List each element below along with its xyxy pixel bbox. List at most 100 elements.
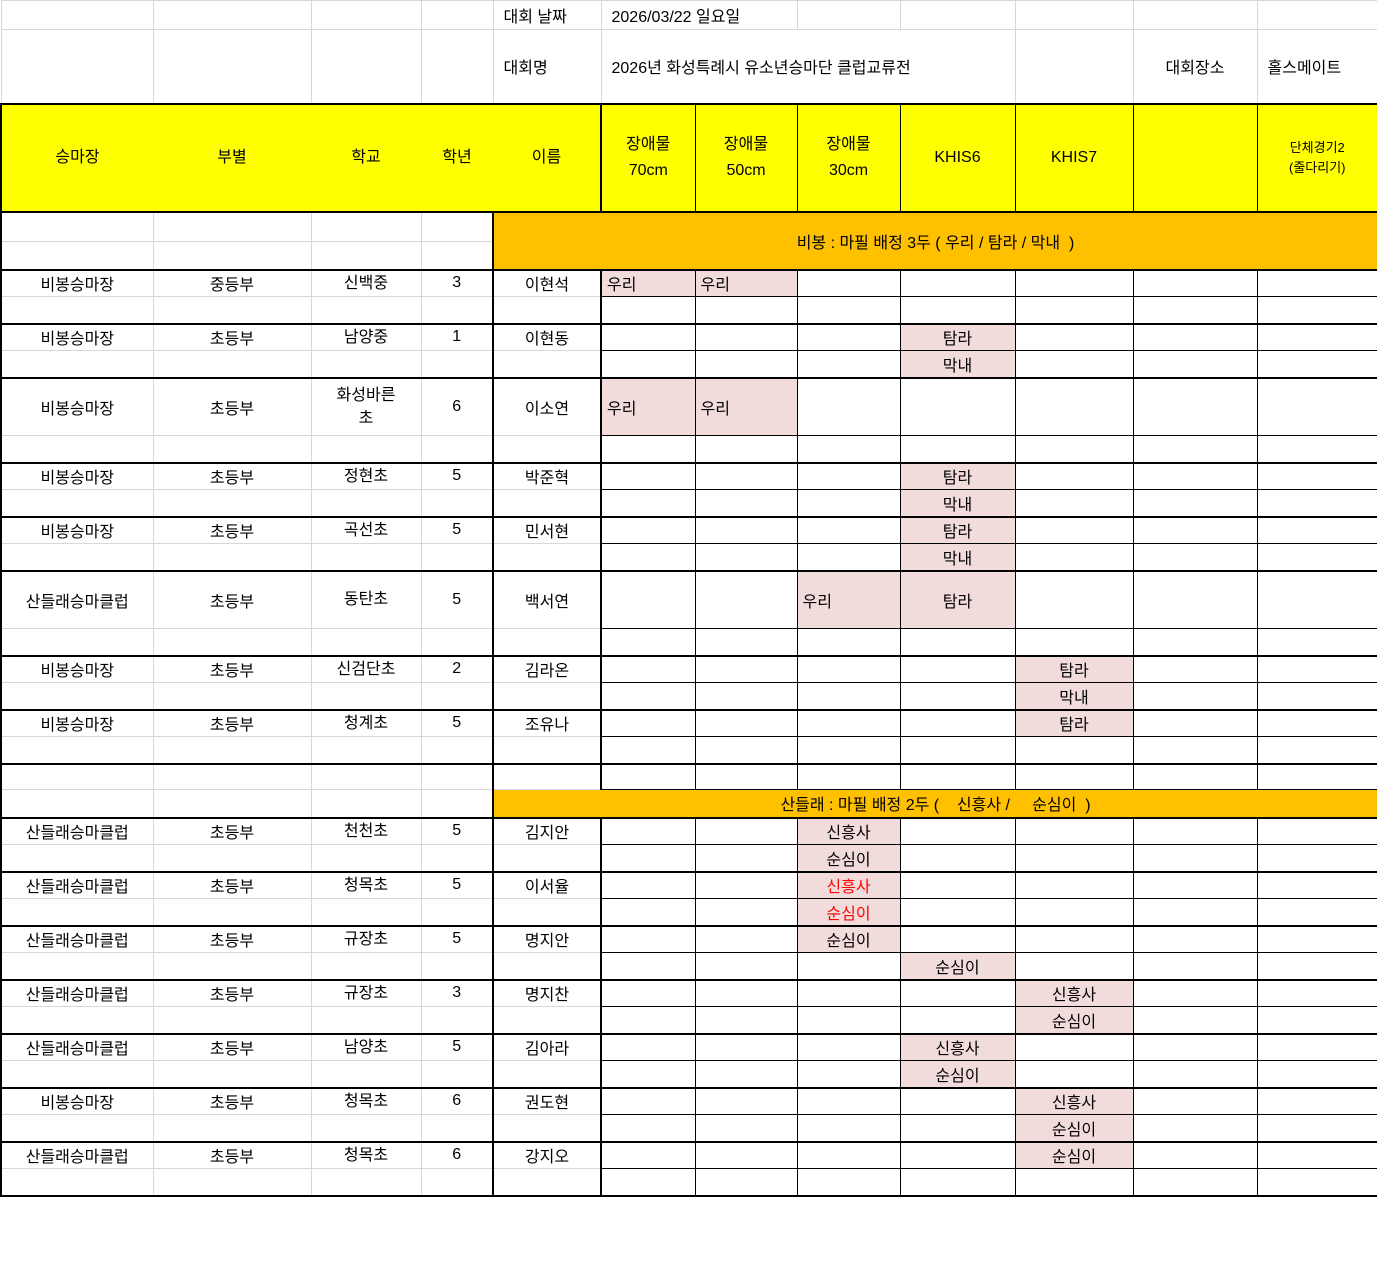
name-cell[interactable]: 김아라 [492,1032,602,1061]
division-cell[interactable]: 초등부 [152,708,312,737]
obstacle-30-cell[interactable]: 순심이 [796,898,901,926]
name-cell[interactable] [492,844,602,872]
school-cell[interactable] [310,898,422,926]
obstacle-30-cell[interactable] [796,543,901,571]
division-cell[interactable] [152,435,312,463]
obstacle-50-cell[interactable] [694,682,798,710]
school-cell[interactable]: 화성바른 초 [310,376,422,436]
empty-cell[interactable] [152,241,312,270]
obstacle-30-cell[interactable] [796,489,901,517]
obstacle-30-cell[interactable] [796,435,901,463]
name-cell[interactable] [492,543,602,571]
khis7-cell[interactable]: 신흥사 [1014,1086,1134,1115]
empty-cell[interactable] [310,0,422,30]
extra-cell[interactable] [1132,515,1258,544]
empty-cell[interactable] [310,241,422,270]
grade-cell[interactable]: 1 [420,322,494,351]
division-cell[interactable] [152,1006,312,1034]
extra-cell[interactable] [1132,569,1258,629]
empty-cell[interactable] [0,211,154,242]
empty-cell[interactable] [420,29,494,104]
khis7-cell[interactable] [1014,816,1134,845]
division-cell[interactable]: 초등부 [152,654,312,683]
obstacle-50-cell[interactable] [694,654,798,683]
grade-cell[interactable]: 3 [420,978,494,1007]
name-cell[interactable] [492,435,602,463]
venue-cell[interactable] [0,435,154,463]
extra-cell[interactable] [1132,376,1258,436]
empty-cell[interactable] [152,211,312,242]
division-cell[interactable]: 초등부 [152,515,312,544]
school-cell[interactable] [310,1060,422,1088]
obstacle-30-cell[interactable] [796,952,901,980]
grade-cell[interactable]: 6 [420,1140,494,1169]
grade-cell[interactable] [420,898,494,926]
division-cell[interactable] [152,844,312,872]
venue-cell[interactable] [0,350,154,378]
empty-cell[interactable] [152,29,312,104]
obstacle-70-cell[interactable] [600,816,696,845]
venue-cell[interactable]: 산들래승마클럽 [0,1032,154,1061]
school-cell[interactable]: 청목초 [310,1140,422,1169]
obstacle-30-cell[interactable] [796,461,901,490]
empty-cell[interactable] [420,0,494,30]
name-cell[interactable] [492,489,602,517]
team-event-cell[interactable] [1256,736,1377,764]
event-date-label[interactable]: 대회 날짜 [492,0,602,30]
obstacle-50-cell[interactable] [694,898,798,926]
khis6-cell[interactable] [899,1168,1016,1197]
obstacle-70-cell[interactable]: 우리 [600,376,696,436]
khis6-cell[interactable]: 막내 [899,489,1016,517]
extra-cell[interactable] [1132,322,1258,351]
extra-cell[interactable] [1132,870,1258,899]
name-cell[interactable] [492,350,602,378]
khis6-cell[interactable]: 막내 [899,543,1016,571]
grade-cell[interactable]: 5 [420,708,494,737]
venue-cell[interactable]: 비봉승마장 [0,268,154,297]
venue-cell[interactable]: 비봉승마장 [0,654,154,683]
school-cell[interactable]: 신검단초 [310,654,422,683]
empty-cell[interactable] [1132,0,1258,30]
col-header-obstacle-30[interactable]: 장애물 30cm [796,102,901,213]
event-venue-value[interactable]: 홀스메이트 [1256,29,1377,104]
name-cell[interactable] [492,736,602,764]
division-cell[interactable]: 초등부 [152,1032,312,1061]
team-event-cell[interactable] [1256,1060,1377,1088]
obstacle-70-cell[interactable] [600,898,696,926]
khis7-cell[interactable] [1014,461,1134,490]
name-cell[interactable] [492,1060,602,1088]
khis7-cell[interactable] [1014,924,1134,953]
obstacle-70-cell[interactable] [600,515,696,544]
school-cell[interactable] [310,844,422,872]
col-header-division[interactable]: 부별 [153,102,311,213]
obstacle-30-cell[interactable] [796,1086,901,1115]
extra-cell[interactable] [1132,296,1258,324]
team-event-cell[interactable] [1256,1032,1377,1061]
team-event-cell[interactable] [1256,489,1377,517]
obstacle-50-cell[interactable] [694,1114,798,1142]
obstacle-30-cell[interactable] [796,322,901,351]
school-cell[interactable] [310,952,422,980]
khis7-cell[interactable] [1014,952,1134,980]
empty-cell[interactable] [310,29,422,104]
name-cell[interactable]: 권도현 [492,1086,602,1115]
team-event-cell[interactable] [1256,322,1377,351]
division-cell[interactable] [152,898,312,926]
venue-cell[interactable] [0,628,154,656]
grade-cell[interactable] [420,628,494,656]
school-cell[interactable] [310,736,422,764]
team-event-cell[interactable] [1256,952,1377,980]
col-header-khis7[interactable]: KHIS7 [1014,102,1134,213]
extra-cell[interactable] [1132,1140,1258,1169]
empty-cell[interactable] [0,29,154,104]
obstacle-30-cell[interactable]: 신흥사 [796,816,901,845]
venue-cell[interactable] [0,489,154,517]
school-cell[interactable]: 청목초 [310,870,422,899]
grade-cell[interactable]: 5 [420,1032,494,1061]
school-cell[interactable] [310,543,422,571]
team-event-cell[interactable] [1256,870,1377,899]
school-cell[interactable] [310,489,422,517]
obstacle-30-cell[interactable] [796,628,901,656]
school-cell[interactable] [310,1006,422,1034]
team-event-cell[interactable] [1256,1168,1377,1197]
